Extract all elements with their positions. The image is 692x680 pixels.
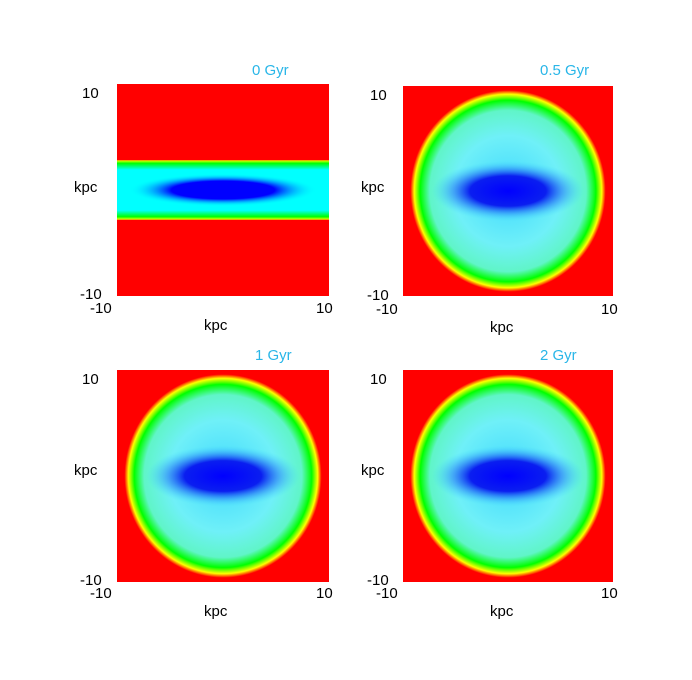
x-tick-left: -10 — [90, 300, 112, 317]
heatmap-plot — [403, 370, 613, 582]
x-axis-label: kpc — [204, 317, 228, 334]
y-tick-top: 10 — [82, 85, 99, 102]
heatmap-plot — [117, 370, 329, 582]
heatmap-svg — [403, 370, 613, 582]
x-tick-right: 10 — [316, 300, 333, 317]
y-tick-bottom: -10 — [367, 287, 389, 304]
heatmap-svg — [117, 370, 329, 582]
panel-title: 0.5 Gyr — [540, 62, 590, 79]
y-tick-bottom: -10 — [80, 286, 102, 303]
x-tick-left: -10 — [376, 301, 398, 318]
panel-title: 2 Gyr — [540, 347, 577, 364]
x-tick-right: 10 — [601, 585, 618, 602]
y-tick-bottom: -10 — [367, 572, 389, 589]
x-axis-label: kpc — [204, 603, 228, 620]
heatmap-svg — [403, 86, 613, 296]
x-axis-label: kpc — [490, 319, 514, 336]
density-core — [146, 445, 300, 507]
y-tick-top: 10 — [370, 87, 387, 104]
y-axis-label: kpc — [361, 462, 385, 479]
x-tick-right: 10 — [316, 585, 333, 602]
heatmap-plot — [403, 86, 613, 296]
y-axis-label: kpc — [74, 462, 98, 479]
x-axis-label: kpc — [490, 603, 514, 620]
panel-title: 1 Gyr — [255, 347, 292, 364]
x-tick-right: 10 — [601, 301, 618, 318]
y-tick-top: 10 — [82, 371, 99, 388]
heatmap-svg — [117, 84, 329, 296]
panel-title: 0 Gyr — [252, 62, 289, 79]
x-tick-left: -10 — [376, 585, 398, 602]
heatmap-plot — [117, 84, 329, 296]
y-axis-label: kpc — [74, 179, 98, 196]
x-tick-left: -10 — [90, 585, 112, 602]
y-tick-bottom: -10 — [80, 572, 102, 589]
y-tick-top: 10 — [370, 371, 387, 388]
density-core — [129, 173, 317, 207]
density-core — [431, 445, 585, 507]
density-core — [431, 160, 585, 222]
y-axis-label: kpc — [361, 179, 385, 196]
